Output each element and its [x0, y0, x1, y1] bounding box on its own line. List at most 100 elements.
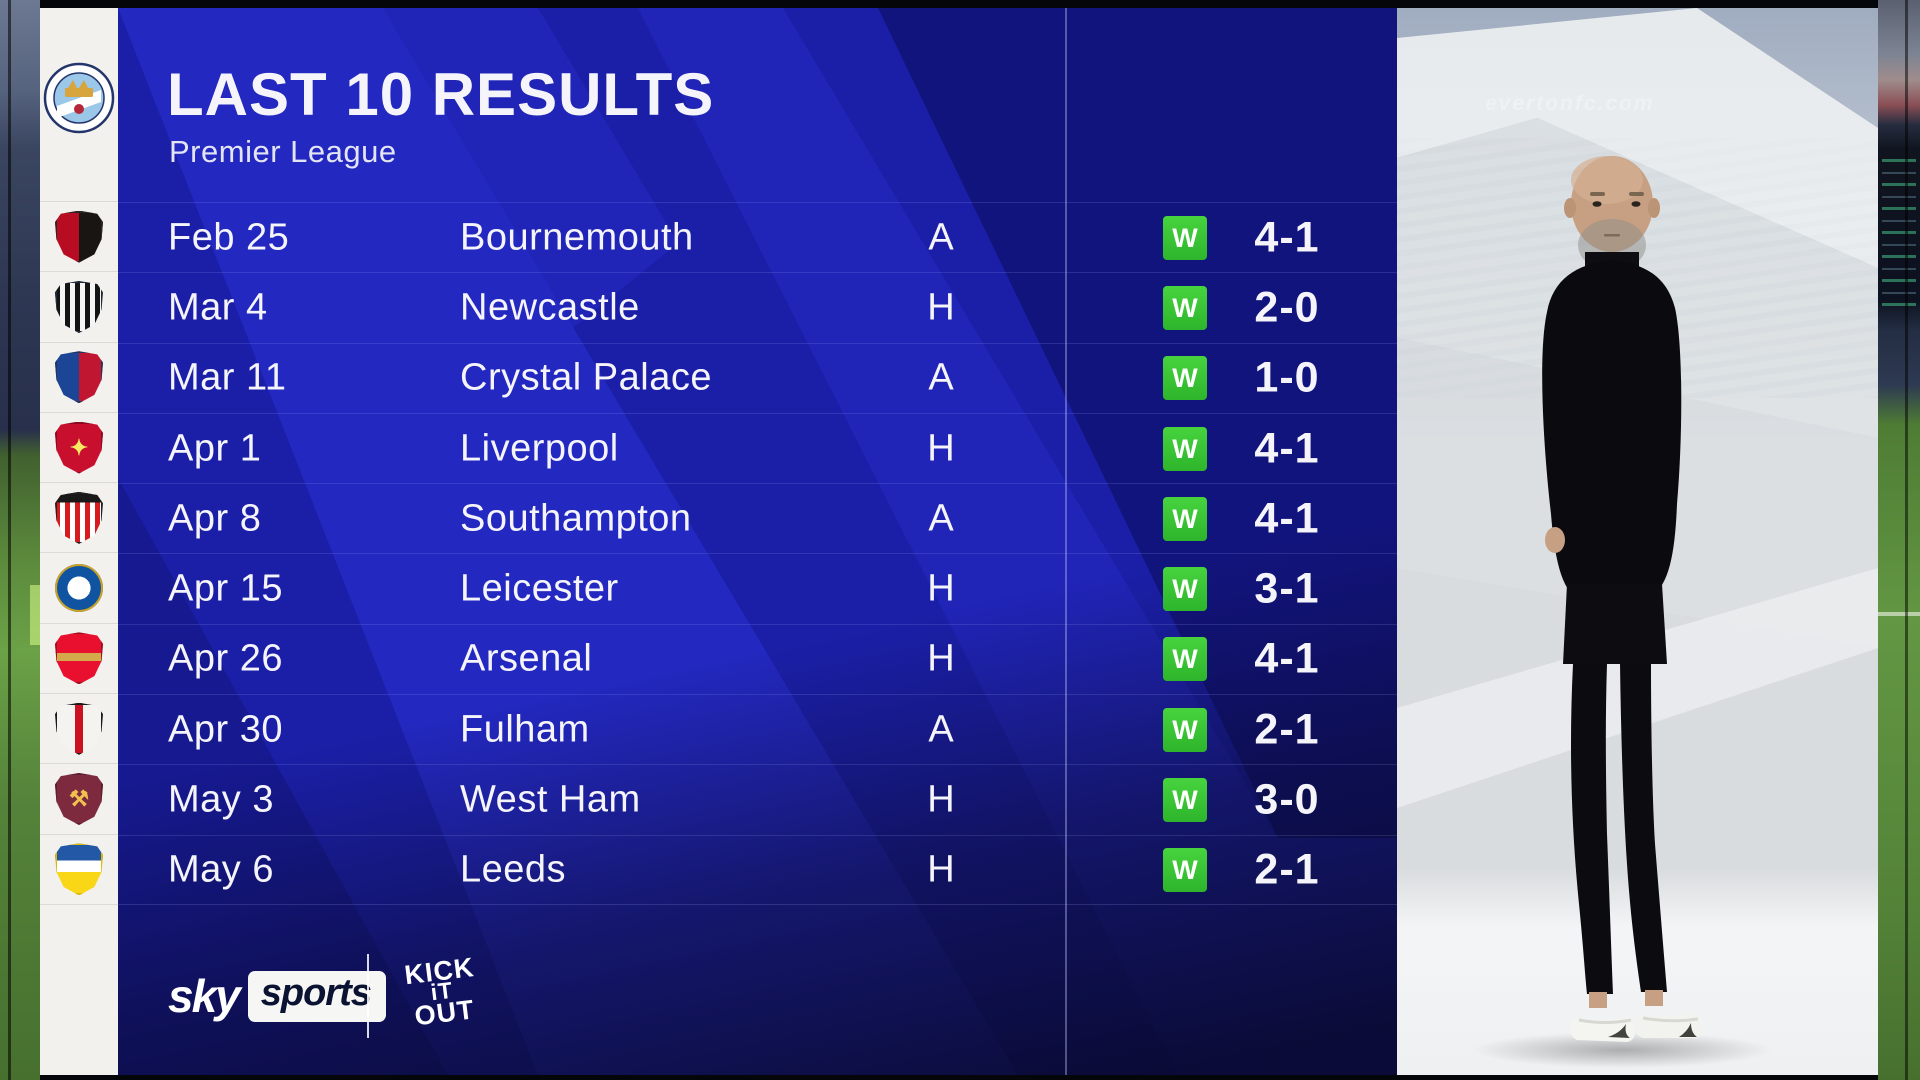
column-divider-line [1065, 8, 1067, 1075]
crest-cell [40, 202, 118, 273]
win-badge: W [1163, 567, 1207, 612]
match-score: 4-1 [1254, 213, 1320, 262]
match-date: Mar 11 [168, 356, 287, 399]
sports-wordmark: sports [260, 971, 372, 1014]
match-score: 3-0 [1254, 775, 1320, 824]
match-score: 4-1 [1254, 634, 1320, 683]
club-crest-icon [55, 280, 103, 333]
crest-cell [40, 835, 118, 905]
match-date: Apr 8 [168, 497, 262, 540]
club-crest-icon [55, 843, 103, 896]
opponent-name: Leeds [460, 848, 567, 891]
sky-sports-logo: sky sports [168, 970, 386, 1022]
match-score: 1-0 [1254, 353, 1320, 402]
footer: sky sports KICK iT OUT [118, 938, 1397, 1058]
crest-glyph: ✦ [69, 434, 89, 460]
result-row: Apr 30 Fulham A W 2-1 [118, 694, 1397, 764]
match-date: Mar 4 [168, 286, 268, 329]
pitch-line [30, 585, 40, 645]
win-badge: W [1163, 496, 1207, 541]
crest-cell [40, 343, 118, 413]
home-away-indicator: H [927, 427, 955, 470]
manager-photo [1472, 156, 1772, 1068]
home-away-indicator: A [928, 216, 954, 259]
opponent-name: Newcastle [460, 286, 640, 329]
result-row: Apr 26 Arsenal H W 4-1 [118, 623, 1397, 694]
result-row: Apr 15 Leicester H W 3-1 [118, 553, 1397, 623]
kick-it-out-logo: KICK iT OUT [389, 939, 496, 1046]
opponent-name: Arsenal [460, 637, 593, 680]
win-badge: W [1163, 426, 1207, 471]
home-away-indicator: H [927, 286, 955, 329]
club-crest-icon [55, 564, 103, 613]
club-crest-icon: ⚒ [55, 773, 103, 826]
club-crest-icon [55, 702, 103, 755]
match-score: 2-0 [1254, 283, 1320, 332]
club-crest-icon [55, 351, 103, 404]
club-crest-icon [55, 491, 103, 544]
home-away-indicator: A [928, 708, 954, 751]
panel-bottom-shade [118, 8, 1397, 1075]
crest-glyph: ⚒ [69, 786, 89, 812]
match-date: Apr 26 [168, 637, 283, 680]
results-list: Feb 25 Bournemouth A W 4-1 Mar 4 Newcast… [118, 202, 1397, 905]
opponent-name: Southampton [460, 497, 692, 540]
opponent-name: Crystal Palace [460, 356, 712, 399]
opponent-name: Liverpool [460, 427, 619, 470]
page-title: LAST 10 RESULTS [167, 61, 715, 128]
page-subtitle: Premier League [169, 134, 397, 169]
win-badge: W [1163, 707, 1207, 752]
crest-cell [40, 272, 118, 343]
club-crest-icon [55, 210, 103, 263]
crest-cell [40, 694, 118, 765]
match-score: 4-1 [1254, 424, 1320, 473]
video-edge-line [1905, 0, 1908, 1080]
opponent-name: West Ham [460, 778, 641, 821]
result-row: Apr 8 Southampton A W 4-1 [118, 483, 1397, 553]
opponent-name: Leicester [460, 567, 619, 610]
win-badge: W [1163, 356, 1207, 401]
result-row: Mar 4 Newcastle H W 2-0 [118, 272, 1397, 342]
sky-wordmark: sky [168, 970, 241, 1022]
badge-rail: ✦ ⚒ [40, 8, 118, 1075]
result-row: May 3 West Ham H W 3-0 [118, 764, 1397, 834]
opponent-name: Fulham [460, 708, 590, 751]
crest-cell [40, 553, 118, 624]
match-date: Apr 30 [168, 708, 283, 751]
match-score: 3-1 [1254, 564, 1320, 613]
match-date: Feb 25 [168, 216, 290, 259]
match-date: Apr 1 [168, 427, 262, 470]
pitch-line [1878, 612, 1920, 616]
photo-panel: evertonfc.com [1397, 8, 1878, 1075]
result-row: Mar 11 Crystal Palace A W 1-0 [118, 342, 1397, 413]
club-crest-icon: ✦ [55, 421, 103, 474]
results-panel: LAST 10 RESULTS Premier League Feb 25 Bo… [118, 8, 1397, 1075]
home-away-indicator: H [927, 567, 955, 610]
stadium-video-right [1878, 0, 1920, 1080]
kio-line-3: OUT [412, 993, 477, 1032]
result-row: Apr 1 Liverpool H W 4-1 [118, 412, 1397, 483]
win-badge: W [1163, 637, 1207, 682]
manchester-city-badge-icon [43, 62, 115, 134]
result-row: May 6 Leeds H W 2-1 [118, 834, 1397, 905]
home-away-indicator: H [927, 848, 955, 891]
crest-cell [40, 483, 118, 554]
win-badge: W [1163, 848, 1207, 893]
win-badge: W [1163, 285, 1207, 330]
home-away-indicator: A [928, 356, 954, 399]
opponent-name: Bournemouth [460, 216, 694, 259]
match-date: May 6 [168, 848, 274, 891]
home-away-indicator: H [927, 637, 955, 680]
crest-cell [40, 624, 118, 695]
sports-box: sports [247, 970, 386, 1022]
match-score: 2-1 [1254, 705, 1320, 754]
home-away-indicator: H [927, 778, 955, 821]
match-score: 4-1 [1254, 494, 1320, 543]
match-score: 2-1 [1254, 845, 1320, 894]
team-badge-box [40, 8, 118, 202]
club-crest-icon [55, 632, 103, 685]
home-away-indicator: A [928, 497, 954, 540]
opponent-crest-rail: ✦ ⚒ [40, 202, 118, 905]
scoreboard-text [1882, 150, 1916, 310]
